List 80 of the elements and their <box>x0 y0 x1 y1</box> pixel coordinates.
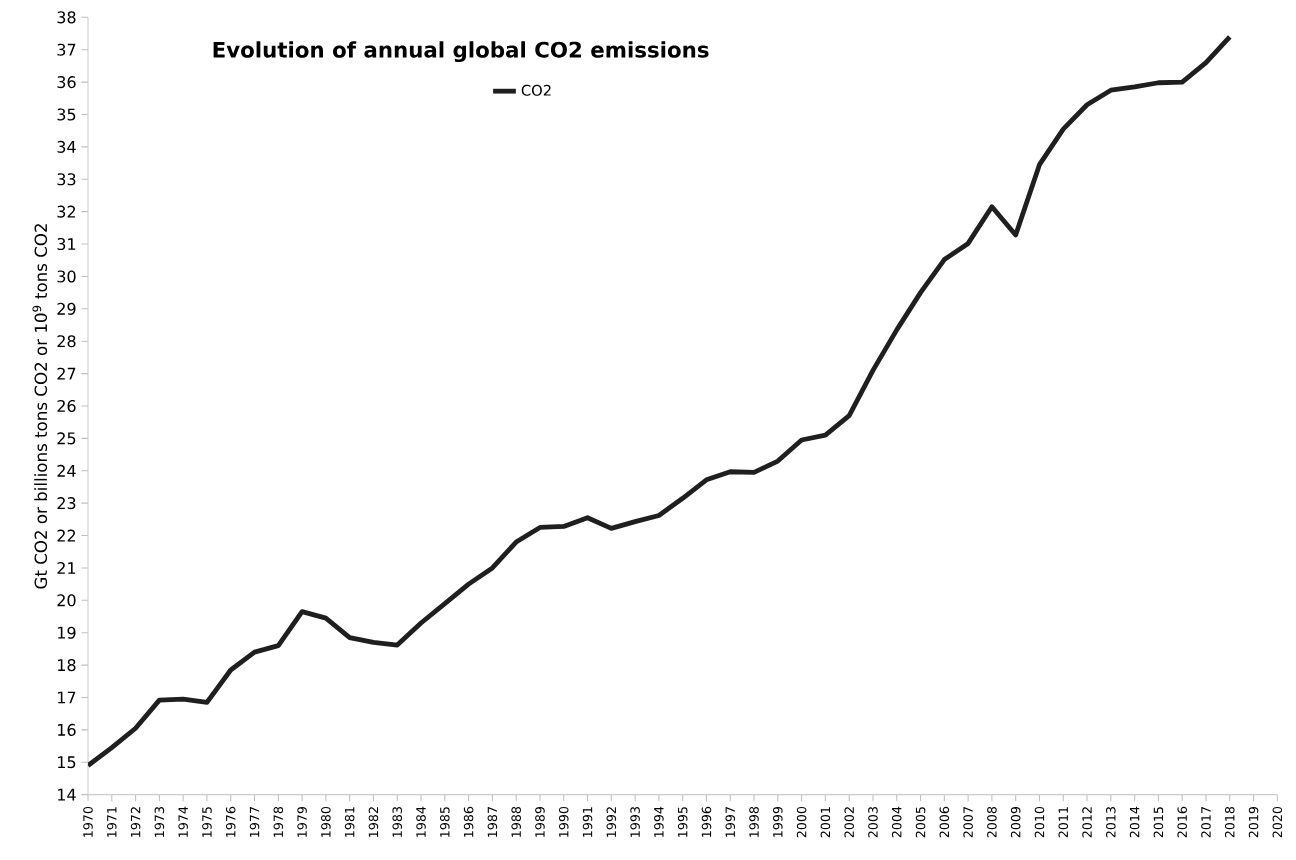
y-tick-label: 27 <box>57 367 76 380</box>
x-tick-label: 1984 <box>416 806 426 837</box>
y-tick-label: 28 <box>57 335 76 348</box>
x-tick-label: 2004 <box>891 806 902 838</box>
x-tick-label: 2016 <box>1177 806 1187 838</box>
y-tick-label: 16 <box>58 723 76 736</box>
x-tick-label: 1996 <box>701 806 712 837</box>
y-tick-label: 34 <box>57 140 76 153</box>
x-tick-label: 1974 <box>178 806 188 837</box>
y-tick-label: 31 <box>57 237 76 251</box>
x-tick-label: 1997 <box>725 807 736 837</box>
x-tick-label: 1983 <box>392 807 403 837</box>
x-tick-label: 1990 <box>558 806 569 837</box>
y-tick-label: 21 <box>57 561 76 574</box>
x-tick-label: 2008 <box>987 806 997 838</box>
y-axis-title: Gt CO2 or billions tons CO2 or 10$^{9}$ tons CO2 <box>32 224 48 589</box>
x-tick-label: 1998 <box>749 806 759 837</box>
x-tick-label: 1981 <box>344 807 355 837</box>
x-tick-label: 1971 <box>107 807 117 837</box>
y-tick-label: 15 <box>58 756 76 769</box>
y-tick-label: 32 <box>57 205 76 218</box>
text: Evolution of annual global CO2 emissions <box>213 41 709 63</box>
x-tick-label: 2002 <box>844 807 854 838</box>
x-tick-label: 2006 <box>939 806 950 838</box>
x-tick-label: 2010 <box>1034 806 1045 838</box>
x-tick-label: 2009 <box>1010 806 1021 838</box>
x-tick-label: 1999 <box>773 806 783 837</box>
y-tick-label: 23 <box>57 497 76 510</box>
y-tick-label: 33 <box>57 173 76 186</box>
x-tick-label: 2007 <box>963 807 973 838</box>
line-series <box>88 34 1233 768</box>
x-tick-label: 2005 <box>915 807 926 838</box>
x-tick-label: 1976 <box>225 806 236 837</box>
x-tick-label: 1973 <box>154 807 165 837</box>
y-tick-label: 37 <box>57 43 76 56</box>
x-tick-label: 1993 <box>630 807 640 837</box>
x-tick-label: 1980 <box>321 806 331 837</box>
legend-label: CO2 <box>521 84 551 96</box>
x-tick-label: 1970 <box>83 806 93 837</box>
x-tick-label: 2020 <box>1272 806 1283 838</box>
x-tick-label: 1982 <box>368 807 379 837</box>
x-tick-label: 2017 <box>1201 807 1211 838</box>
y-tick-label: 38 <box>57 11 76 24</box>
x-tick-label: 2011 <box>1058 807 1069 838</box>
x-tick-label: 2015 <box>1153 807 1164 838</box>
y-tick-label: 26 <box>57 399 76 413</box>
x-tick-label: 1978 <box>273 806 284 837</box>
x-tick-label: 1987 <box>487 807 498 837</box>
y-tick-label: 30 <box>57 270 76 283</box>
x-tick-label: 1994 <box>654 806 664 837</box>
x-tick-label: 1991 <box>582 807 593 837</box>
y-tick-label: 22 <box>57 529 76 542</box>
y-tick-label: 36 <box>57 76 76 89</box>
x-tick-label: 1995 <box>677 807 688 837</box>
y-tick-label: 19 <box>58 626 76 639</box>
x-tick-label: 1975 <box>202 807 212 837</box>
x-tick-label: 1989 <box>535 806 545 837</box>
y-tick-label: 24 <box>57 464 76 477</box>
x-tick-label: 2019 <box>1248 806 1259 838</box>
x-tick-label: 2001 <box>820 807 831 838</box>
x-tick-label: 2018 <box>1224 806 1235 838</box>
y-tick-label: 14 <box>58 788 76 801</box>
y-tick-label: 25 <box>57 432 76 445</box>
x-tick-label: 2012 <box>1082 807 1092 838</box>
x-tick-label: 1985 <box>440 807 450 837</box>
y-tick-label: 29 <box>57 302 76 315</box>
x-tick-label: 1979 <box>297 806 307 837</box>
y-tick-label: 20 <box>57 594 76 607</box>
y-tick-label: 35 <box>57 108 76 121</box>
x-tick-label: 1992 <box>606 807 617 837</box>
y-tick-label: 18 <box>58 659 76 672</box>
x-tick-label: 2013 <box>1106 807 1116 838</box>
x-tick-label: 1988 <box>511 806 521 837</box>
y-tick-label: 17 <box>58 691 76 704</box>
x-tick-label: 1986 <box>463 806 474 837</box>
x-tick-label: 2014 <box>1129 806 1140 838</box>
x-tick-label: 1977 <box>249 807 260 837</box>
x-tick-label: 1972 <box>130 807 141 837</box>
x-tick-label: 2000 <box>796 806 807 838</box>
x-tick-label: 2003 <box>868 807 878 838</box>
